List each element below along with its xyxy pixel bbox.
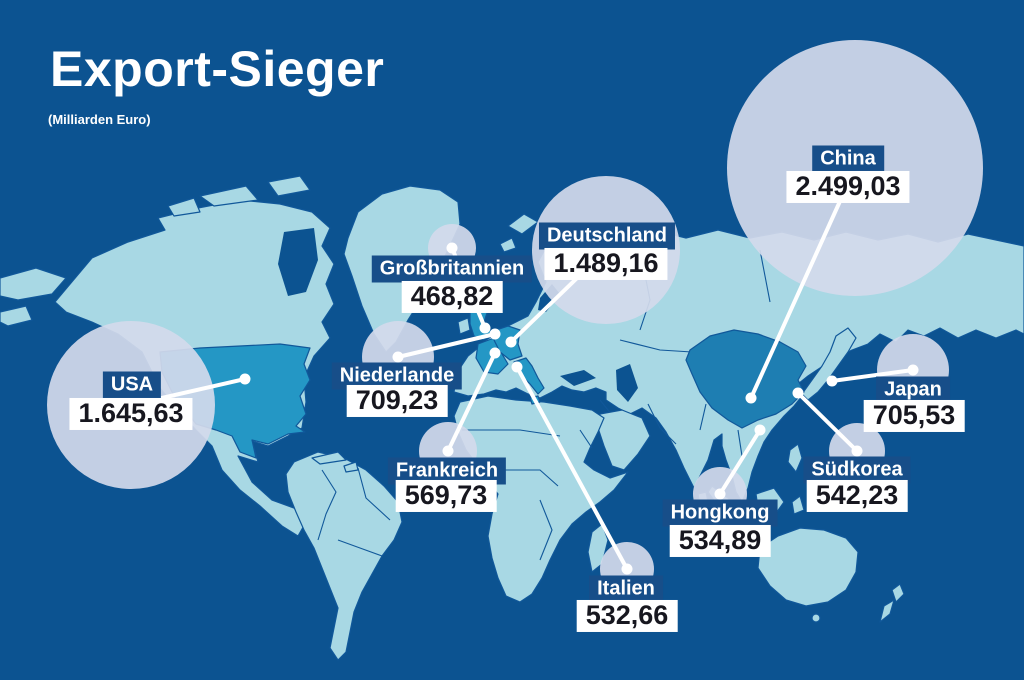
caribbean-hispaniola: [343, 461, 359, 473]
country-label-usa: USA: [102, 371, 162, 399]
page-title: Export-Sieger: [50, 41, 385, 97]
map-anchor-dot-suedkorea: [792, 387, 804, 399]
ireland: [457, 317, 471, 335]
connector-line-italien: [515, 365, 629, 571]
bubble-center-dot-suedkorea: [851, 445, 863, 457]
landmass-japan: [801, 327, 857, 401]
siberia-edge: [0, 305, 33, 327]
country-borders: [462, 429, 593, 561]
siberia-edge: [0, 267, 67, 301]
map-anchor-dot-italien: [511, 361, 523, 373]
connector-line-niederlande: [396, 332, 497, 359]
country-borders: [317, 467, 391, 557]
arctic-island: [267, 175, 311, 197]
landmass-arabia: [597, 409, 651, 471]
iceland: [499, 237, 517, 253]
country-shape-china: [685, 329, 807, 429]
value-label-usa: 1.645,63: [69, 397, 193, 431]
value-label-niederlande: 709,23: [346, 384, 448, 418]
value-label-deutschland: 1.489,16: [544, 247, 668, 281]
header: Export-Sieger (Milliarden Euro): [48, 40, 385, 127]
map-anchor-dot-deutschland: [505, 336, 517, 348]
bubble-center-dot-frankreich: [442, 445, 454, 457]
new-zealand: [879, 599, 895, 623]
bubble-center-dot-japan: [907, 364, 919, 376]
value-label-japan: 705,53: [863, 399, 965, 433]
black-sea: [560, 370, 596, 386]
map-anchor-dot-frankreich: [489, 347, 501, 359]
connector-line-japan: [830, 368, 915, 383]
connector-line-china: [749, 166, 857, 400]
country-label-deutschland: Deutschland: [538, 222, 676, 250]
value-label-grossbritannien: 468,82: [401, 280, 503, 314]
new-zealand: [891, 583, 905, 603]
country-label-china: China: [812, 145, 884, 173]
map-anchor-dot-usa: [239, 373, 251, 385]
map-anchor-dot-japan: [826, 375, 838, 387]
country-label-suedkorea: Südkorea: [803, 456, 911, 484]
map-anchor-dot-china: [745, 392, 757, 404]
arctic-island: [167, 197, 201, 217]
connector-line-hongkong: [718, 428, 762, 496]
caspian-sea: [616, 364, 638, 402]
bubble-center-dot-grossbritannien: [446, 242, 458, 254]
sulawesi: [791, 495, 805, 515]
value-label-hongkong: 534,89: [669, 524, 771, 558]
country-label-italien: Italien: [589, 575, 663, 603]
connector-line-frankreich: [446, 351, 497, 453]
landmass-australia: [757, 527, 859, 607]
country-label-hongkong: Hongkong: [662, 499, 778, 527]
bubble-center-dot-niederlande: [392, 351, 404, 363]
page-subtitle: (Milliarden Euro): [48, 112, 151, 127]
map-anchor-dot-hongkong: [754, 424, 766, 436]
caribbean-cuba: [311, 451, 347, 465]
bubble-center-dot-italien: [621, 563, 633, 575]
bubble-center-dot-hongkong: [714, 488, 726, 500]
country-label-japan: Japan: [876, 376, 950, 404]
hudson-bay: [278, 228, 318, 296]
value-label-italien: 532,66: [576, 599, 678, 633]
arctic-island: [199, 185, 259, 207]
country-label-grossbritannien: Großbritannien: [371, 255, 533, 283]
connector-line-suedkorea: [796, 391, 859, 453]
philippines: [787, 443, 803, 473]
tasmania: [811, 613, 821, 623]
value-label-suedkorea: 542,23: [806, 479, 908, 513]
map-anchor-dot-niederlande: [489, 328, 501, 340]
value-label-frankreich: 569,73: [395, 479, 497, 513]
map-anchor-dot-grossbritannien: [479, 322, 491, 334]
value-label-china: 2.499,03: [786, 170, 910, 204]
